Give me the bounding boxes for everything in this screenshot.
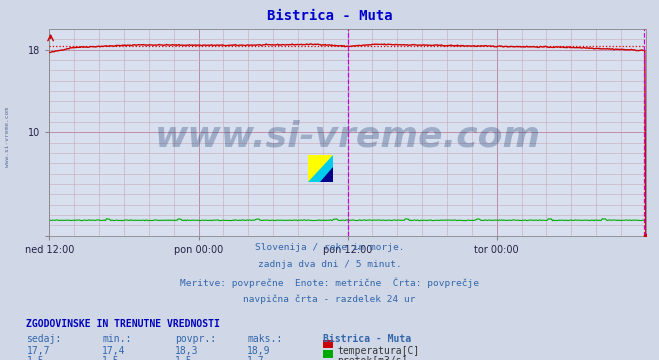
- Polygon shape: [308, 155, 333, 182]
- Text: Meritve: povprečne  Enote: metrične  Črta: povprečje: Meritve: povprečne Enote: metrične Črta:…: [180, 278, 479, 288]
- Text: 1,7: 1,7: [247, 356, 265, 360]
- Text: povpr.:: povpr.:: [175, 334, 215, 344]
- Text: navpična črta - razdelek 24 ur: navpična črta - razdelek 24 ur: [243, 295, 416, 304]
- Text: 17,7: 17,7: [26, 346, 50, 356]
- Text: 1,5: 1,5: [26, 356, 44, 360]
- Text: pretok[m3/s]: pretok[m3/s]: [337, 356, 408, 360]
- Polygon shape: [308, 155, 333, 182]
- Text: 1,5: 1,5: [175, 356, 192, 360]
- Text: 18,9: 18,9: [247, 346, 271, 356]
- Text: www.si-vreme.com: www.si-vreme.com: [155, 120, 540, 153]
- Text: sedaj:: sedaj:: [26, 334, 61, 344]
- Text: Slovenija / reke in morje.: Slovenija / reke in morje.: [255, 243, 404, 252]
- Text: www.si-vreme.com: www.si-vreme.com: [5, 107, 11, 167]
- Text: ZGODOVINSKE IN TRENUTNE VREDNOSTI: ZGODOVINSKE IN TRENUTNE VREDNOSTI: [26, 319, 220, 329]
- Text: zadnja dva dni / 5 minut.: zadnja dva dni / 5 minut.: [258, 260, 401, 269]
- Text: 1,5: 1,5: [102, 356, 120, 360]
- Text: 18,3: 18,3: [175, 346, 198, 356]
- Text: Bistrica - Muta: Bistrica - Muta: [323, 334, 411, 344]
- Text: temperatura[C]: temperatura[C]: [337, 346, 420, 356]
- Text: min.:: min.:: [102, 334, 132, 344]
- Text: Bistrica - Muta: Bistrica - Muta: [267, 9, 392, 23]
- Text: maks.:: maks.:: [247, 334, 282, 344]
- Text: 17,4: 17,4: [102, 346, 126, 356]
- Polygon shape: [320, 167, 333, 182]
